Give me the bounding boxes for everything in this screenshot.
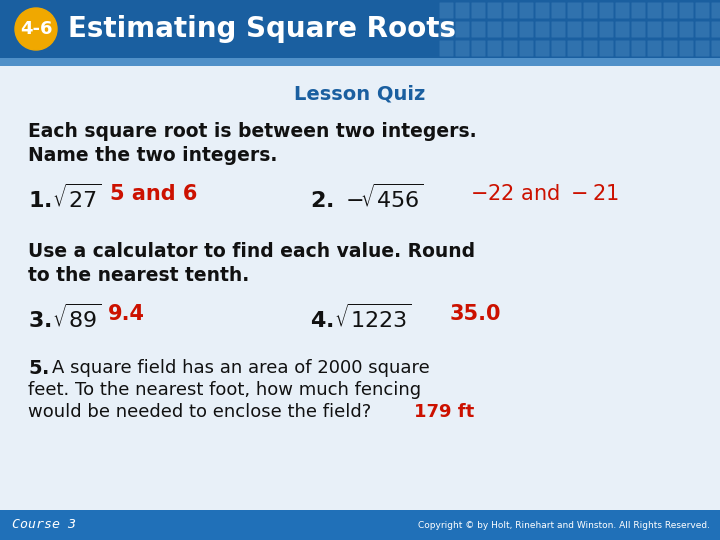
Bar	[0, 0, 720, 58]
FancyBboxPatch shape	[664, 40, 678, 57]
Text: 35.0: 35.0	[450, 304, 502, 324]
FancyBboxPatch shape	[711, 3, 720, 18]
FancyBboxPatch shape	[600, 22, 613, 37]
FancyBboxPatch shape	[567, 22, 582, 37]
FancyBboxPatch shape	[616, 40, 629, 57]
Text: Copyright © by Holt, Rinehart and Winston. All Rights Reserved.: Copyright © by Holt, Rinehart and Winsto…	[418, 521, 710, 530]
FancyBboxPatch shape	[567, 3, 582, 18]
FancyBboxPatch shape	[647, 22, 662, 37]
FancyBboxPatch shape	[536, 22, 549, 37]
Text: would be needed to enclose the field?: would be needed to enclose the field?	[28, 403, 372, 421]
FancyBboxPatch shape	[439, 22, 454, 37]
FancyBboxPatch shape	[583, 3, 598, 18]
Text: to the nearest tenth.: to the nearest tenth.	[28, 266, 249, 285]
FancyBboxPatch shape	[487, 40, 502, 57]
FancyBboxPatch shape	[664, 22, 678, 37]
FancyBboxPatch shape	[600, 40, 613, 57]
Bar	[0, 58, 720, 510]
FancyBboxPatch shape	[631, 22, 646, 37]
Text: Lesson Quiz: Lesson Quiz	[294, 84, 426, 104]
FancyBboxPatch shape	[456, 22, 469, 37]
Text: $\mathbf{4.}\!\sqrt{1223}$: $\mathbf{4.}\!\sqrt{1223}$	[310, 304, 412, 333]
FancyBboxPatch shape	[631, 40, 646, 57]
FancyBboxPatch shape	[583, 40, 598, 57]
FancyBboxPatch shape	[711, 40, 720, 57]
Text: Course 3: Course 3	[12, 518, 76, 531]
Text: Estimating Square Roots: Estimating Square Roots	[68, 15, 456, 43]
FancyBboxPatch shape	[439, 3, 454, 18]
FancyBboxPatch shape	[647, 40, 662, 57]
FancyBboxPatch shape	[696, 3, 709, 18]
Text: Each square root is between two integers.: Each square root is between two integers…	[28, 122, 477, 141]
FancyBboxPatch shape	[520, 40, 534, 57]
FancyBboxPatch shape	[711, 22, 720, 37]
Bar	[0, 510, 720, 540]
FancyBboxPatch shape	[567, 40, 582, 57]
FancyBboxPatch shape	[600, 3, 613, 18]
FancyBboxPatch shape	[664, 3, 678, 18]
Text: $\mathbf{2.}\ {-}\!\sqrt{456}$: $\mathbf{2.}\ {-}\!\sqrt{456}$	[310, 184, 423, 212]
Text: $\mathbf{3.}\!\sqrt{89}$: $\mathbf{3.}\!\sqrt{89}$	[28, 304, 102, 333]
FancyBboxPatch shape	[503, 3, 518, 18]
FancyBboxPatch shape	[487, 3, 502, 18]
Text: 179 ft: 179 ft	[414, 403, 474, 421]
FancyBboxPatch shape	[472, 40, 485, 57]
Text: 9.4: 9.4	[108, 304, 145, 324]
Text: $-22\ \mathrm{and}\ -21$: $-22\ \mathrm{and}\ -21$	[470, 184, 619, 204]
FancyBboxPatch shape	[456, 3, 469, 18]
FancyBboxPatch shape	[503, 22, 518, 37]
FancyBboxPatch shape	[520, 22, 534, 37]
FancyBboxPatch shape	[680, 22, 693, 37]
FancyBboxPatch shape	[456, 40, 469, 57]
Text: Name the two integers.: Name the two integers.	[28, 146, 277, 165]
FancyBboxPatch shape	[503, 40, 518, 57]
FancyBboxPatch shape	[472, 22, 485, 37]
FancyBboxPatch shape	[552, 22, 565, 37]
FancyBboxPatch shape	[616, 3, 629, 18]
FancyBboxPatch shape	[439, 40, 454, 57]
Text: Use a calculator to find each value. Round: Use a calculator to find each value. Rou…	[28, 242, 475, 261]
FancyBboxPatch shape	[647, 3, 662, 18]
Text: 4-6: 4-6	[19, 20, 53, 38]
FancyBboxPatch shape	[696, 40, 709, 57]
Circle shape	[15, 8, 57, 50]
FancyBboxPatch shape	[536, 3, 549, 18]
FancyBboxPatch shape	[472, 3, 485, 18]
FancyBboxPatch shape	[552, 40, 565, 57]
Text: feet. To the nearest foot, how much fencing: feet. To the nearest foot, how much fenc…	[28, 381, 421, 399]
FancyBboxPatch shape	[616, 22, 629, 37]
FancyBboxPatch shape	[552, 3, 565, 18]
FancyBboxPatch shape	[536, 40, 549, 57]
Text: $\mathbf{5.}$: $\mathbf{5.}$	[28, 359, 49, 378]
Text: $\mathbf{1.}\!\sqrt{27}$: $\mathbf{1.}\!\sqrt{27}$	[28, 184, 102, 212]
Bar	[0, 58, 720, 66]
Text: A square field has an area of 2000 square: A square field has an area of 2000 squar…	[52, 359, 430, 377]
FancyBboxPatch shape	[696, 22, 709, 37]
FancyBboxPatch shape	[520, 3, 534, 18]
Text: 5 and 6: 5 and 6	[110, 184, 197, 204]
FancyBboxPatch shape	[631, 3, 646, 18]
FancyBboxPatch shape	[487, 22, 502, 37]
FancyBboxPatch shape	[680, 40, 693, 57]
FancyBboxPatch shape	[680, 3, 693, 18]
FancyBboxPatch shape	[583, 22, 598, 37]
